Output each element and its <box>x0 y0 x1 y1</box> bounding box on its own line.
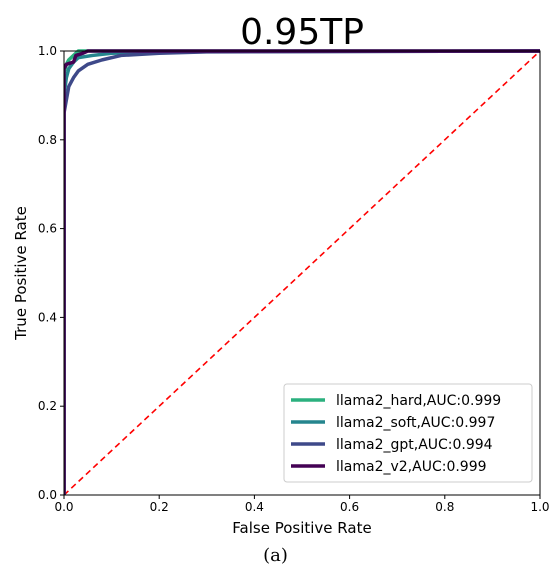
y-tick-label: 0.0 <box>38 488 57 502</box>
y-tick-label: 0.4 <box>38 310 57 324</box>
legend: llama2_hard,AUC:0.999 llama2_soft,AUC:0.9… <box>283 383 533 483</box>
figure-caption: (a) <box>263 545 288 566</box>
y-tick-label: 0.8 <box>38 133 57 147</box>
legend-label: llama2_v2,AUC:0.999 <box>336 459 487 475</box>
x-tick-label: 0.2 <box>150 500 169 514</box>
roc-curve-3 <box>64 49 541 495</box>
x-tick-label: 1.0 <box>530 500 549 514</box>
x-tick-label: 0.0 <box>54 500 73 514</box>
legend-box <box>283 383 533 483</box>
diagonal-reference-line <box>63 50 541 496</box>
x-tick-label: 0.4 <box>245 500 264 514</box>
y-tick-label: 0.6 <box>38 222 57 236</box>
y-tick-label: 0.2 <box>38 399 57 413</box>
x-tick-label: 0.6 <box>340 500 359 514</box>
legend-label: llama2_hard,AUC:0.999 <box>336 393 501 409</box>
axes-frame <box>63 50 541 496</box>
axes: 0.0 0.2 0.4 0.6 0.8 1.0 0.0 0.2 0.4 0.6 0.8 1.0 <box>38 44 550 514</box>
y-axis-label: True Positive Rate <box>12 206 30 341</box>
x-axis-label: False Positive Rate <box>232 519 371 537</box>
legend-label: llama2_soft,AUC:0.997 <box>336 415 495 431</box>
legend-label: llama2_gpt,AUC:0.994 <box>336 437 493 453</box>
y-tick-label: 1.0 <box>38 44 57 58</box>
x-tick-label: 0.8 <box>435 500 454 514</box>
chart-title: 0.95TP <box>240 12 364 53</box>
